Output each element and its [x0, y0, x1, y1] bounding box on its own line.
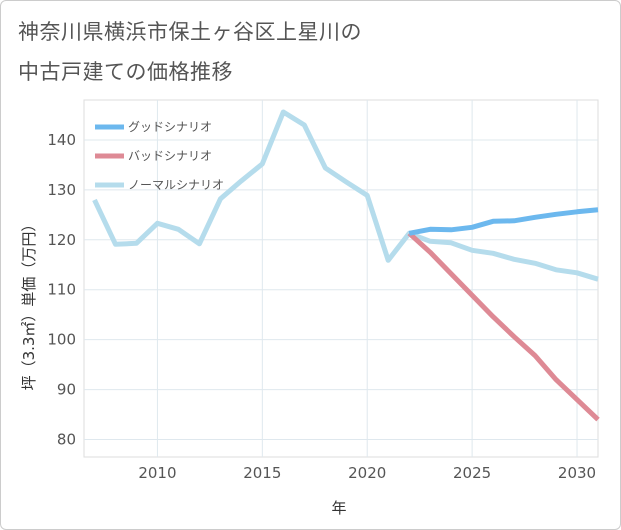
y-tick-label: 130	[47, 181, 76, 199]
x-tick-label: 2020	[348, 464, 386, 482]
y-tick-label: 80	[57, 431, 76, 449]
series-lines	[92, 109, 600, 422]
y-axis-ticks: 80 90 100 110 120 130 140	[47, 131, 76, 449]
y-tick-label: 120	[47, 231, 76, 249]
chart-title-line-1: 神奈川県横浜市保土ヶ谷区上星川の	[18, 20, 362, 44]
x-tick-label: 2030	[558, 464, 596, 482]
legend-label: バッドシナリオ	[128, 149, 212, 163]
series-line-0	[408, 207, 599, 236]
grid-lines	[83, 99, 599, 458]
x-tick-label: 2010	[138, 464, 176, 482]
series-line-2	[92, 109, 599, 282]
x-axis-label: 年	[331, 499, 346, 517]
y-tick-label: 140	[47, 131, 76, 149]
y-tick-label: 90	[57, 381, 76, 399]
legend-label: ノーマルシナリオ	[128, 178, 224, 192]
series-line-1	[407, 231, 600, 422]
x-tick-label: 2025	[453, 464, 491, 482]
x-tick-label: 2015	[243, 464, 281, 482]
y-axis-label: 坪（3.3㎡）単価（万円）	[20, 217, 38, 391]
chart-title-line-2: 中古戸建ての価格推移	[18, 60, 233, 84]
legend-label: グッドシナリオ	[128, 120, 212, 134]
x-axis-ticks: 2010 2015 2020 2025 2030	[138, 464, 596, 482]
y-tick-label: 110	[47, 281, 76, 299]
y-tick-label: 100	[47, 331, 76, 349]
